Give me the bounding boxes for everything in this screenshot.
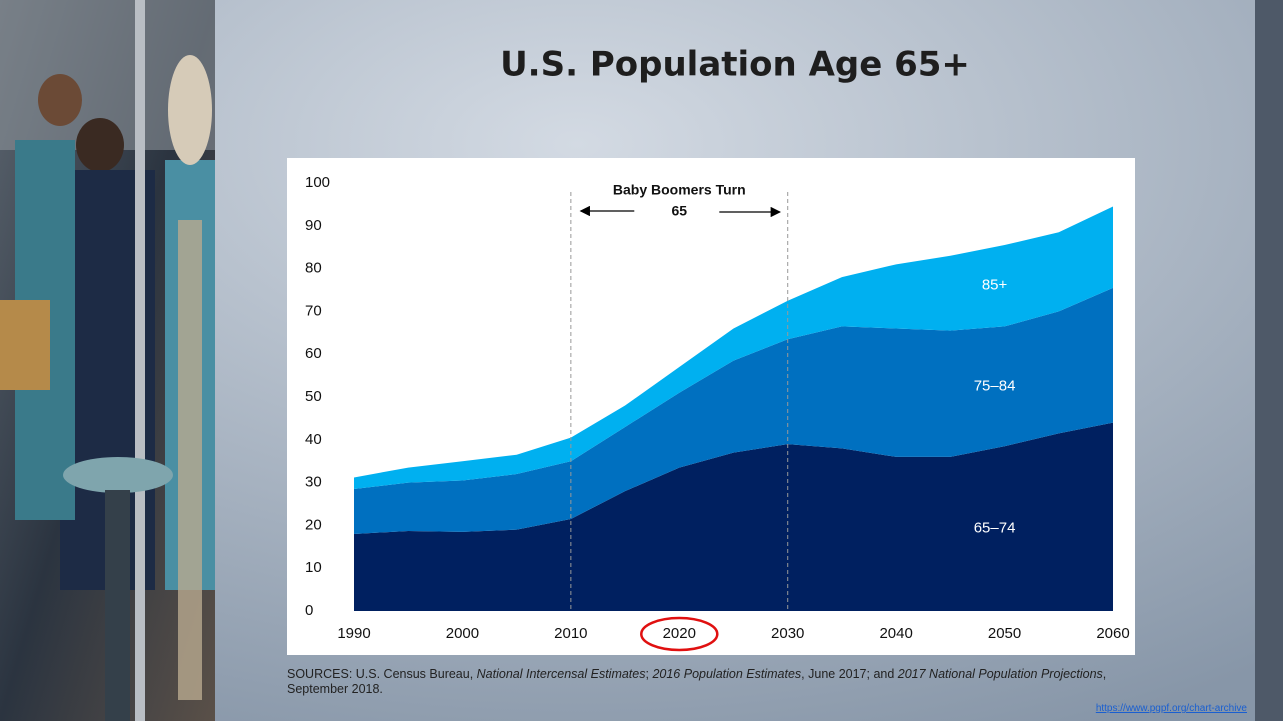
source-text: 2017 National Population Projections bbox=[897, 667, 1103, 681]
source-text: SOURCES: U.S. Census Bureau, bbox=[287, 667, 477, 681]
x-tick-label: 2050 bbox=[988, 625, 1021, 642]
y-tick-label: 70 bbox=[305, 302, 322, 319]
annotation: Baby Boomers Turn bbox=[613, 182, 746, 198]
x-tick-label: 2000 bbox=[446, 625, 479, 642]
series-label: 75–84 bbox=[974, 377, 1016, 394]
x-tick-label: 2020 bbox=[663, 625, 696, 642]
y-tick-label: 100 bbox=[305, 174, 330, 191]
source-link[interactable]: https://www.pgpf.org/chart-archive bbox=[1095, 703, 1247, 714]
source-text: ; bbox=[645, 667, 653, 681]
sources: SOURCES: U.S. Census Bureau, National In… bbox=[287, 667, 1167, 697]
photo bbox=[0, 0, 215, 721]
y-tick-label: 90 bbox=[305, 217, 322, 234]
series-label: 85+ bbox=[982, 277, 1008, 294]
y-tick-label: 30 bbox=[305, 474, 322, 491]
side-strip bbox=[1255, 0, 1283, 721]
y-tick-label: 20 bbox=[305, 516, 322, 533]
source-text: 2016 Population Estimates bbox=[652, 667, 802, 681]
source-text: , September 2018. bbox=[287, 667, 1107, 696]
annotation: 65 bbox=[671, 203, 687, 219]
area bbox=[354, 206, 1113, 490]
y-tick-label: 60 bbox=[305, 345, 322, 362]
x-tick-label: 2060 bbox=[1096, 625, 1129, 642]
source-text: , June 2017; and bbox=[801, 667, 898, 681]
source-text: National Intercensal Estimates bbox=[476, 667, 646, 681]
series-label: 65–74 bbox=[974, 520, 1016, 537]
x-tick-label: 2010 bbox=[554, 625, 587, 642]
y-tick-label: 10 bbox=[305, 559, 322, 576]
area bbox=[354, 287, 1113, 534]
x-tick-label: 2030 bbox=[771, 625, 804, 642]
highlight-circle bbox=[640, 616, 719, 652]
y-tick-label: 50 bbox=[305, 388, 322, 405]
y-tick-label: 0 bbox=[305, 602, 313, 619]
x-tick-label: 2040 bbox=[879, 625, 912, 642]
y-tick-label: 40 bbox=[305, 431, 322, 448]
area bbox=[354, 422, 1113, 611]
slide-title: U.S. Population Age 65+ bbox=[500, 45, 970, 85]
y-tick-label: 80 bbox=[305, 260, 322, 277]
x-tick-label: 1990 bbox=[337, 625, 370, 642]
